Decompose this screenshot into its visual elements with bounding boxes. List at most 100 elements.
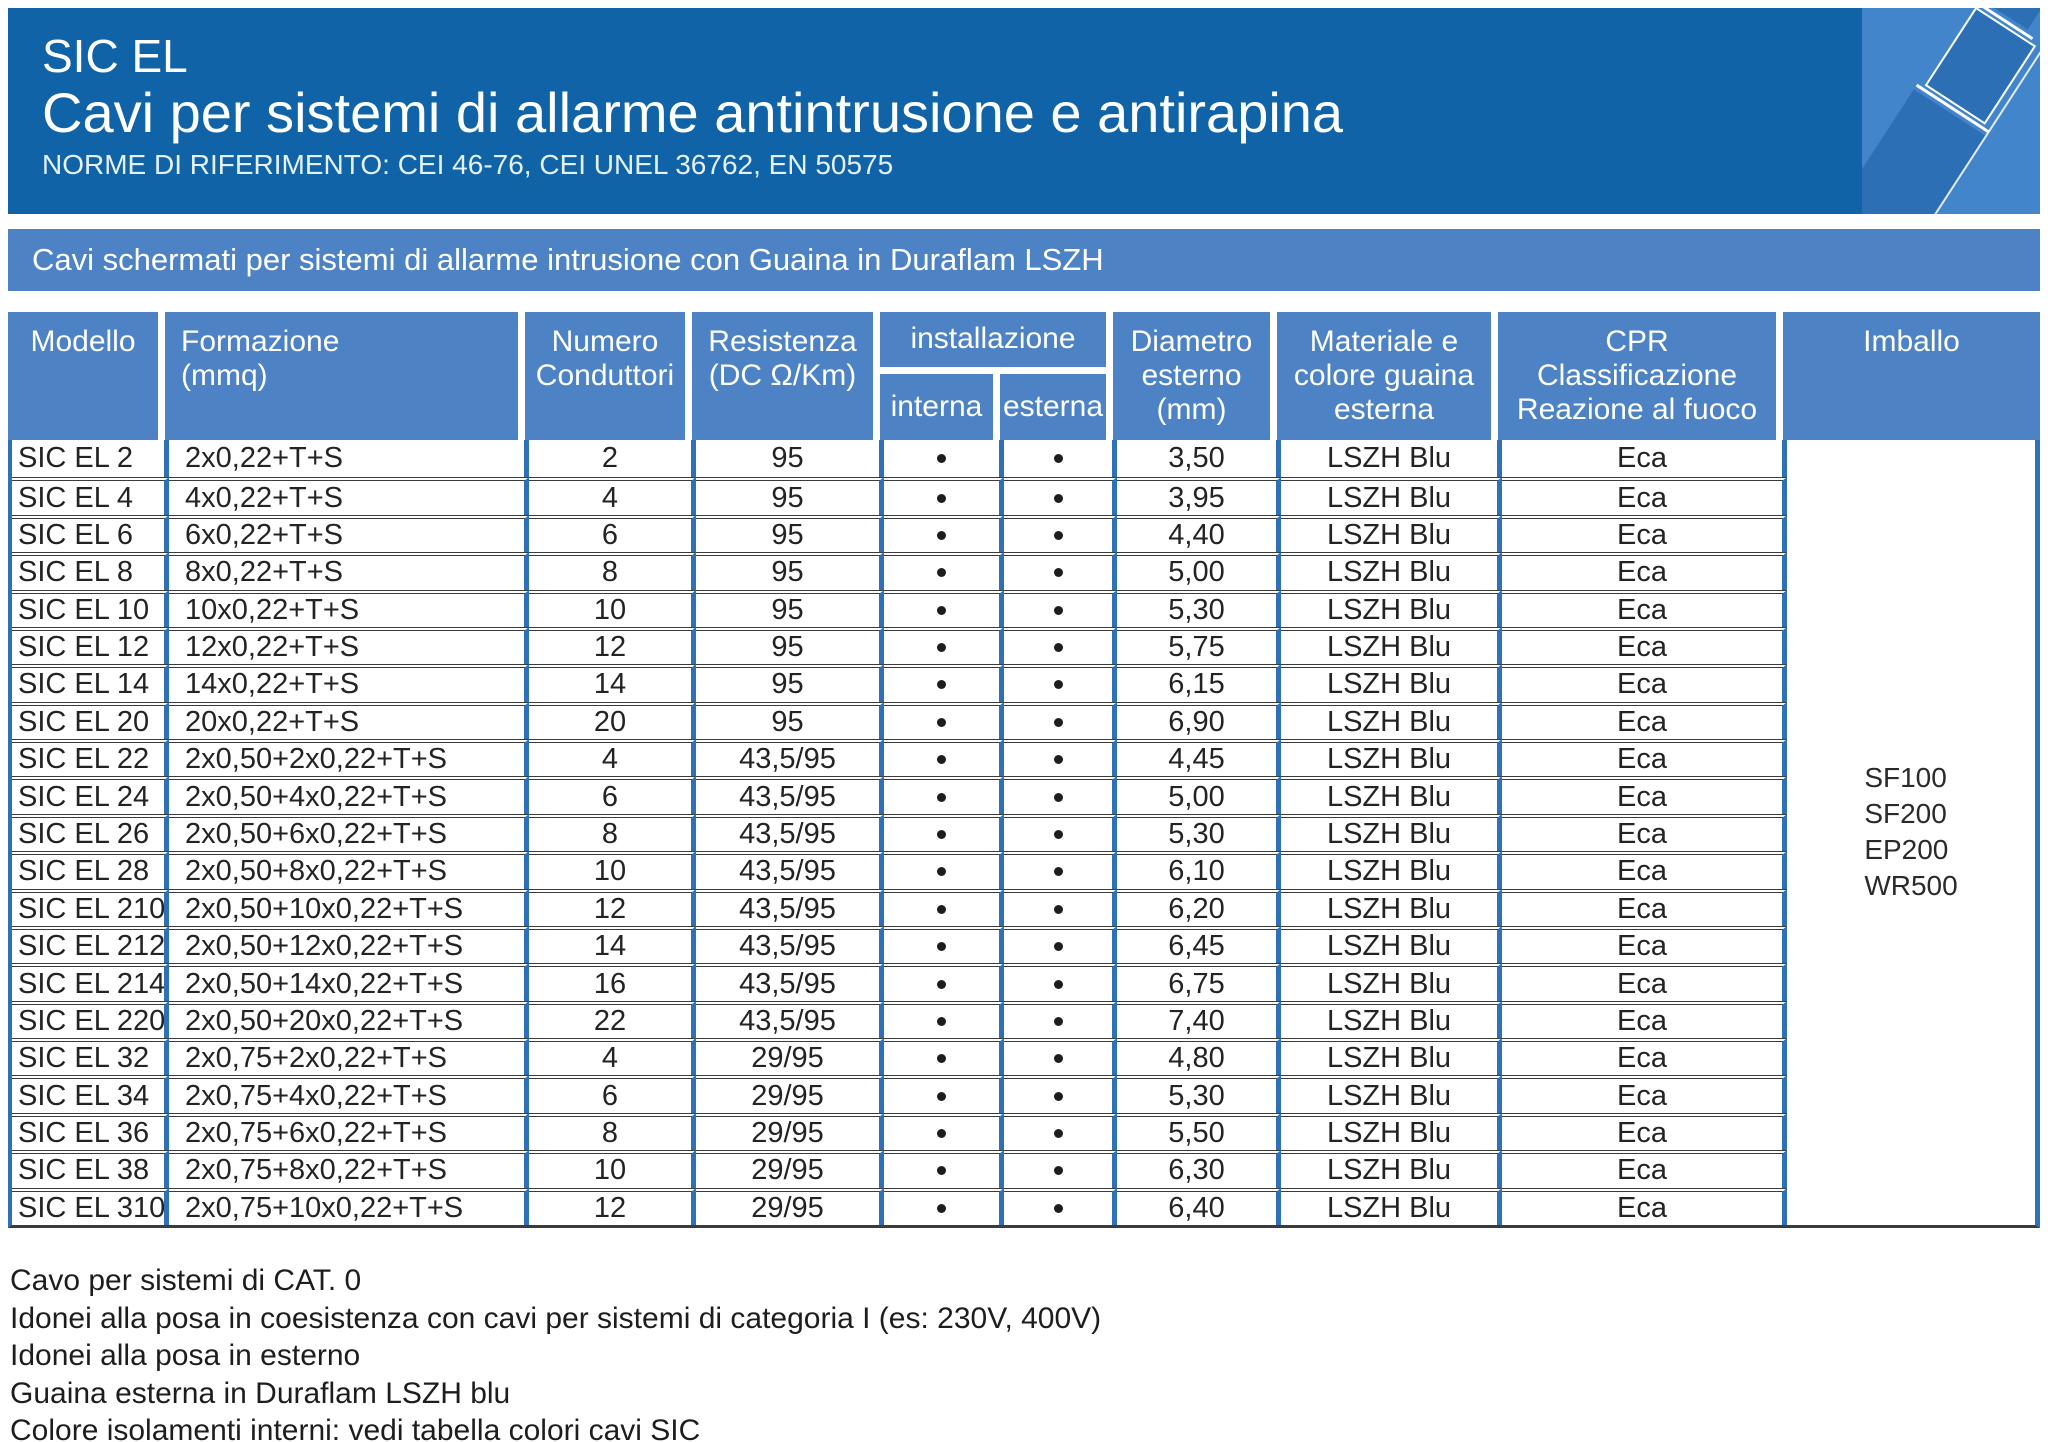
col-header-esterna: esterna <box>1000 374 1113 440</box>
col-header-modello: Modello <box>8 312 165 440</box>
section-banner: Cavi schermati per sistemi di allarme in… <box>8 229 2040 291</box>
page-title: Cavi per sistemi di allarme antintrusion… <box>42 81 1344 144</box>
install-internal-cell <box>884 589 1004 627</box>
model-cell: SIC EL 8 <box>12 552 169 590</box>
install-external-cell <box>1004 739 1117 777</box>
installation-dot <box>937 454 946 464</box>
col-header-diametro: Diametro esterno (mm) <box>1113 312 1277 440</box>
model-cell: SIC EL 38 <box>12 1150 169 1188</box>
sheath-cell: LSZH Blu <box>1281 664 1502 702</box>
installation-dot <box>937 1129 946 1139</box>
cpr-cell: Eca <box>1502 701 1787 740</box>
installation-dot <box>937 493 946 503</box>
conductors-cell: 6 <box>529 1075 696 1113</box>
conductors-cell: 12 <box>529 1187 696 1225</box>
diameter-cell: 6,90 <box>1117 701 1281 740</box>
col-header-imballo: Imballo <box>1783 312 2040 440</box>
sheath-cell: LSZH Blu <box>1281 477 1502 515</box>
footnotes: Cavo per sistemi di CAT. 0 Idonei alla po… <box>10 1262 1610 1442</box>
footnote-line: Idonei alla posa in esterno <box>10 1339 361 1372</box>
conductors-cell: 8 <box>529 552 696 590</box>
formation-cell: 2x0,50+10x0,22+T+S <box>169 888 529 926</box>
diameter-cell: 7,40 <box>1117 1000 1281 1039</box>
installation-dot <box>937 605 946 615</box>
col-header-cpr: CPR Classificazione Reazione al fuoco <box>1498 312 1783 440</box>
model-cell: SIC EL 26 <box>12 813 169 852</box>
install-internal-cell <box>884 626 1004 665</box>
sheath-cell: LSZH Blu <box>1281 1112 1502 1151</box>
formation-cell: 14x0,22+T+S <box>169 664 529 702</box>
install-external-cell <box>1004 477 1117 515</box>
diameter-cell: 6,40 <box>1117 1187 1281 1225</box>
resistance-cell: 95 <box>696 440 884 478</box>
install-internal-cell <box>884 1150 1004 1188</box>
diameter-cell: 6,75 <box>1117 963 1281 1001</box>
model-cell: SIC EL 34 <box>12 1075 169 1113</box>
sheath-cell: LSZH Blu <box>1281 739 1502 777</box>
install-external-cell <box>1004 552 1117 590</box>
installation-dot <box>1053 1054 1063 1064</box>
model-cell: SIC EL 22 <box>12 739 169 777</box>
installation-dot <box>937 643 946 653</box>
install-external-cell <box>1004 813 1117 852</box>
installation-dot <box>1053 979 1063 989</box>
model-cell: SIC EL 212 <box>12 925 169 964</box>
model-cell: SIC EL 14 <box>12 664 169 702</box>
model-cell: SIC EL 2 <box>12 440 169 478</box>
cpr-cell: Eca <box>1502 851 1787 889</box>
cpr-cell: Eca <box>1502 776 1787 814</box>
sheath-cell: LSZH Blu <box>1281 776 1502 814</box>
conductors-cell: 14 <box>529 664 696 702</box>
diameter-cell: 4,40 <box>1117 514 1281 553</box>
formation-cell: 2x0,75+10x0,22+T+S <box>169 1187 529 1225</box>
cpr-cell: Eca <box>1502 1187 1787 1225</box>
installation-dot <box>1053 1203 1063 1213</box>
formation-cell: 2x0,50+8x0,22+T+S <box>169 851 529 889</box>
install-external-cell <box>1004 888 1117 926</box>
sheath-cell: LSZH Blu <box>1281 626 1502 665</box>
col-header-conduttori: Numero Conduttori <box>525 312 692 440</box>
model-cell: SIC EL 214 <box>12 963 169 1001</box>
model-cell: SIC EL 220 <box>12 1000 169 1039</box>
installation-dot <box>937 568 946 578</box>
diameter-cell: 5,30 <box>1117 589 1281 627</box>
installation-dot <box>937 717 946 727</box>
diameter-cell: 5,00 <box>1117 552 1281 590</box>
installation-dot <box>1053 1166 1063 1176</box>
cpr-cell: Eca <box>1502 589 1787 627</box>
cpr-cell: Eca <box>1502 888 1787 926</box>
diameter-cell: 6,30 <box>1117 1150 1281 1188</box>
sheath-cell: LSZH Blu <box>1281 851 1502 889</box>
installation-dot <box>1053 643 1063 653</box>
footnote-line: Idonei alla posa in coesistenza con cavi… <box>10 1301 1102 1335</box>
install-external-cell <box>1004 1112 1117 1151</box>
imballo-cell-text: SF100 SF200 EP200 WR500 <box>1864 762 1958 902</box>
installation-dot <box>937 1091 946 1101</box>
conductors-cell: 4 <box>529 1038 696 1076</box>
model-cell: SIC EL 10 <box>12 589 169 627</box>
install-external-cell <box>1004 1150 1117 1188</box>
formation-cell: 8x0,22+T+S <box>169 552 529 590</box>
installation-dot <box>937 829 946 839</box>
install-external-cell <box>1004 1038 1117 1076</box>
resistance-cell: 43,5/95 <box>696 851 884 889</box>
cpr-cell: Eca <box>1502 514 1787 553</box>
conductors-cell: 10 <box>529 589 696 627</box>
sheath-cell: LSZH Blu <box>1281 552 1502 590</box>
header-band: SIC EL Cavi per sistemi di allarme antin… <box>8 8 2040 214</box>
conductors-cell: 16 <box>529 963 696 1001</box>
conductors-cell: 14 <box>529 925 696 964</box>
install-internal-cell <box>884 813 1004 852</box>
install-internal-cell <box>884 514 1004 553</box>
cpr-cell: Eca <box>1502 477 1787 515</box>
install-external-cell <box>1004 776 1117 814</box>
install-internal-cell <box>884 701 1004 740</box>
resistance-cell: 43,5/95 <box>696 963 884 1001</box>
formation-cell: 2x0,50+4x0,22+T+S <box>169 776 529 814</box>
model-cell: SIC EL 12 <box>12 626 169 665</box>
resistance-cell: 29/95 <box>696 1038 884 1076</box>
table-header: Modello Formazione (mmq) Numero Condutto… <box>8 312 2040 440</box>
install-external-cell <box>1004 1075 1117 1113</box>
diameter-cell: 6,20 <box>1117 888 1281 926</box>
installation-dot <box>1053 942 1063 952</box>
